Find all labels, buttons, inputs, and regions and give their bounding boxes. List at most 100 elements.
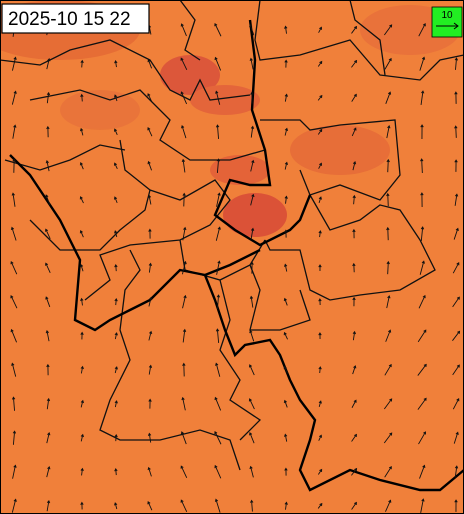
wind-arrow [11,498,17,513]
wind-arrow [46,363,50,376]
wind-arrow [114,94,118,102]
wind-arrow [318,264,322,272]
wind-arrow [385,329,392,342]
wind-arrow [453,431,459,444]
wind-arrow [386,158,390,173]
wind-arrow [11,56,17,71]
wind-arrow [147,127,153,137]
wind-arrow [182,192,186,207]
timestamp-background [1,3,150,34]
wind-arrow [352,161,357,171]
wind-arrow [351,93,357,102]
wind-arrow [351,467,358,476]
wind-arrow [12,430,17,445]
wind-arrow [147,466,152,477]
wind-arrow [114,264,118,272]
wind-arrow [351,433,357,442]
wind-arrow [317,128,323,135]
wind-arrow [317,94,323,101]
wind-arrow [11,362,17,377]
wind-arrow [182,328,187,343]
wind-arrow [386,226,390,241]
wind-arrow [79,230,84,238]
wind-arrow [180,57,188,71]
wind-arrow [114,366,118,374]
wind-arrow [12,158,16,173]
wind-arrow [284,433,288,442]
wind-arrow [385,499,392,512]
wind-arrow [113,128,118,136]
wind-arrow [180,465,188,479]
wind-arrow [214,430,222,445]
wind-arrow [180,499,188,513]
wind-arrow [214,498,221,513]
wind-arrows [10,22,461,513]
wind-arrow [45,228,51,239]
wind-arrow [216,158,221,173]
wind-arrow [318,366,322,374]
wind-arrow [46,432,51,444]
wind-arrow [148,228,152,239]
wind-arrow [249,329,255,342]
wind-arrow [214,22,222,37]
wind-arrow [249,465,254,478]
wind-arrow [45,159,50,172]
wind-arrow [148,330,153,341]
wind-arrow [284,127,289,136]
wind-arrow [45,296,51,308]
wind-arrow [318,332,322,340]
wind-arrow [46,397,51,410]
wind-arrow [215,124,220,139]
wind-arrow [283,297,288,306]
wind-arrow [214,396,222,411]
wind-arrow [452,330,461,341]
wind-arrow [418,294,426,309]
wind-arrow [417,329,427,343]
wind-arrow [215,362,221,377]
wind-arrow [418,23,426,37]
wind-arrow [383,432,393,444]
legend-label: 10 [441,10,453,21]
wind-arrow [180,91,188,105]
borders [0,0,464,471]
wind-arrow [10,260,18,275]
wind-arrow [284,229,288,238]
wind-arrow [10,226,17,241]
wind-arrow [318,230,322,238]
wind-arrow [147,93,153,103]
wind-arrow [383,24,393,36]
wind-arrow [80,297,84,306]
wind-arrow [214,56,222,71]
wind-arrow [250,159,255,172]
wind-arrow [250,227,255,240]
wind-arrow [420,192,424,207]
wind-arrow [80,399,84,408]
wind-arrow [284,501,288,510]
wind-arrow [250,125,255,138]
wind-arrow [452,296,460,308]
wind-arrow [182,226,187,241]
wind-arrow [419,56,426,71]
wind-arrow [383,398,393,410]
wind-arrow [182,362,186,377]
wind-arrow [181,125,187,139]
wind-arrow [147,194,152,205]
wind-arrow [181,396,186,411]
wind-arrow [249,57,254,70]
wind-arrow [385,91,392,104]
wind-arrow [384,363,392,376]
wind-arrow [215,90,221,105]
wind-arrow [216,294,221,309]
wind-arrow [215,226,221,241]
wind-arrow [284,161,289,170]
wind-arrow [148,296,153,307]
wind-arrow [317,468,323,475]
wind-arrow [114,332,118,340]
wind-arrow [46,125,50,138]
wind-arrow [80,501,84,510]
wind-arrow [147,160,152,171]
wind-arrow [114,434,118,442]
wind-arrow [386,295,391,309]
